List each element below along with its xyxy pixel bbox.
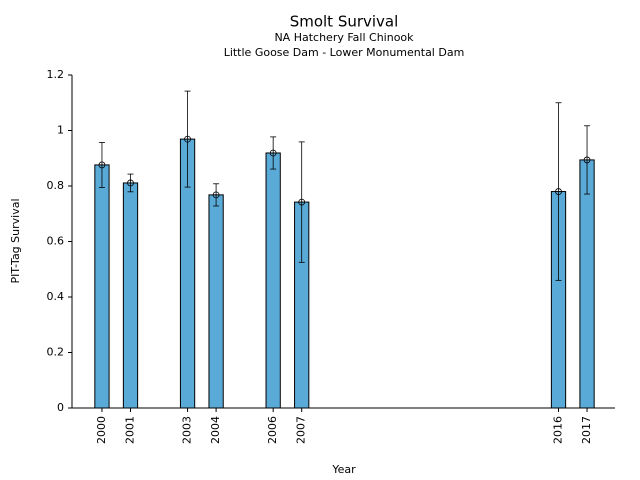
point-marker xyxy=(269,149,277,157)
bar xyxy=(122,182,139,409)
point-marker xyxy=(127,179,134,187)
chart-subtitle: Little Goose Dam - Lower Monumental Dam xyxy=(224,46,465,59)
x-tick-label: 2001 xyxy=(123,416,136,444)
x-tick-label: 2003 xyxy=(181,416,194,444)
chart-subtitle: NA Hatchery Fall Chinook xyxy=(274,31,414,44)
bar xyxy=(94,164,110,409)
point-marker xyxy=(298,198,306,206)
x-tick-label: 2007 xyxy=(295,416,308,444)
y-axis-label: PIT-Tag Survival xyxy=(9,198,22,283)
x-tick-label: 2016 xyxy=(552,416,565,444)
bar xyxy=(579,159,595,409)
x-tick-label: 2004 xyxy=(209,416,222,444)
point-marker xyxy=(184,135,191,143)
x-tick-label: 2017 xyxy=(580,416,593,444)
point-marker xyxy=(98,161,106,169)
y-tick-label: 1 xyxy=(57,124,64,137)
y-tick-label: 0.4 xyxy=(47,290,65,303)
y-tick-label: 0 xyxy=(57,401,64,414)
point-marker xyxy=(212,191,220,199)
y-tick-label: 1.2 xyxy=(47,68,65,81)
x-tick-label: 2006 xyxy=(266,416,279,444)
bar xyxy=(265,152,281,409)
y-tick-label: 0.8 xyxy=(47,179,65,192)
y-tick-label: 0.6 xyxy=(47,235,65,248)
y-tick-label: 0.2 xyxy=(47,346,65,359)
x-tick-label: 2000 xyxy=(95,416,108,444)
point-marker xyxy=(555,188,562,195)
point-marker xyxy=(583,156,591,164)
chart-title: Smolt Survival xyxy=(290,13,399,31)
x-axis-label: Year xyxy=(331,463,356,476)
bar xyxy=(208,194,224,409)
